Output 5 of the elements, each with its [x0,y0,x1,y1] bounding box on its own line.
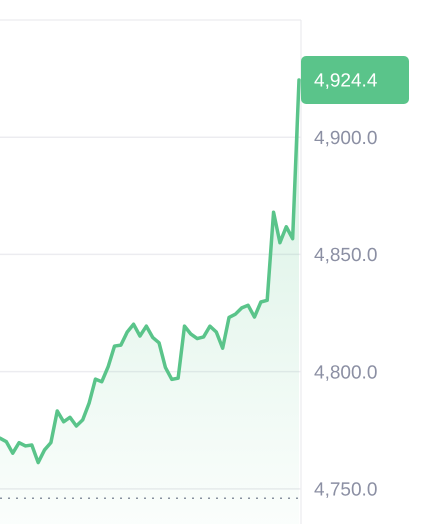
y-tick-label: 4,850.0 [314,245,378,266]
y-tick-label: 4,900.0 [314,128,378,149]
text: 4,924.4 [314,70,378,92]
y-tick-label: 4,750.0 [314,479,378,500]
y-tick-label: 4,800.0 [314,362,378,384]
